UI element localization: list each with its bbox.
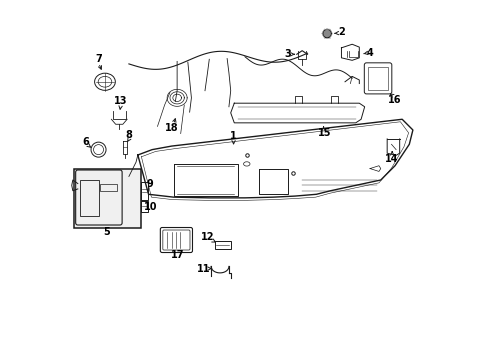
Text: 5: 5 [104,227,110,237]
Text: 6: 6 [83,138,89,148]
Bar [80,180,98,216]
Ellipse shape [323,29,331,38]
Text: 2: 2 [338,27,345,37]
Bar [142,182,148,201]
Text: 14: 14 [386,154,399,163]
Text: 10: 10 [144,202,157,212]
Text: 12: 12 [201,232,214,242]
Bar [215,242,231,249]
Text: 9: 9 [147,179,154,189]
Bar [368,67,388,90]
Text: 17: 17 [171,250,185,260]
Text: 4: 4 [367,48,373,58]
Text: 1: 1 [230,131,237,141]
Text: 7: 7 [95,54,102,64]
Text: 13: 13 [114,96,127,107]
Bar [74,168,141,228]
Bar [100,184,117,192]
Text: 18: 18 [165,123,178,133]
Bar [142,202,148,212]
Text: 3: 3 [285,49,291,59]
Text: 15: 15 [318,128,331,138]
Text: 11: 11 [197,264,211,274]
Text: 16: 16 [388,95,402,105]
Text: 8: 8 [125,130,132,140]
